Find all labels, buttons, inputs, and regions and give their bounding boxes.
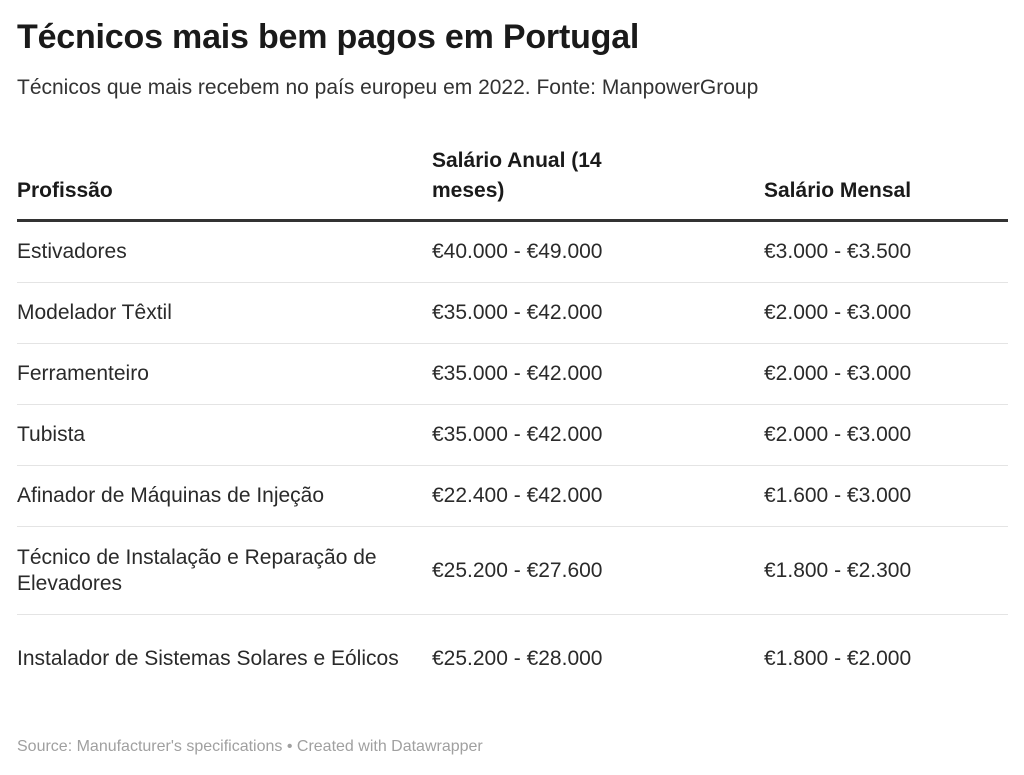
column-header-monthly-salary: Salário Mensal xyxy=(764,179,912,202)
chart-container: Técnicos mais bem pagos em Portugal Técn… xyxy=(17,0,1008,775)
profession-cell: Técnico de Instalação e Reparação de Ele… xyxy=(17,545,377,595)
table-row: Técnico de Instalação e Reparação de Ele… xyxy=(17,527,1008,615)
monthly-salary-cell: €1.600 - €3.000 xyxy=(764,484,912,507)
profession-cell: Afinador de Máquinas de Injeção xyxy=(17,484,325,507)
profession-cell: Estivadores xyxy=(17,240,127,263)
table-row: Tubista €35.000 - €42.000 €2.000 - €3.00… xyxy=(17,405,1008,466)
table-row: Afinador de Máquinas de Injeção €22.400 … xyxy=(17,466,1008,527)
profession-cell: Instalador de Sistemas Solares e Eólicos xyxy=(17,647,399,670)
table-row: Ferramenteiro €35.000 - €42.000 €2.000 -… xyxy=(17,344,1008,405)
monthly-salary-cell: €1.800 - €2.300 xyxy=(764,558,912,582)
monthly-salary-cell: €3.000 - €3.500 xyxy=(764,240,912,263)
column-header-profession: Profissão xyxy=(17,179,113,202)
annual-salary-cell: €25.200 - €27.600 xyxy=(432,558,603,582)
annual-salary-cell: €35.000 - €42.000 xyxy=(432,362,603,385)
annual-salary-cell: €40.000 - €49.000 xyxy=(432,240,603,263)
chart-subtitle: Técnicos que mais recebem no país europe… xyxy=(17,76,759,99)
annual-salary-cell: €22.400 - €42.000 xyxy=(432,484,603,507)
annual-salary-cell: €35.000 - €42.000 xyxy=(432,423,603,446)
table-header: Profissão Salário Anual (14 meses) Salár… xyxy=(17,142,1008,222)
profession-cell: Ferramenteiro xyxy=(17,362,149,385)
monthly-salary-cell: €2.000 - €3.000 xyxy=(764,301,912,324)
table-row: Estivadores €40.000 - €49.000 €3.000 - €… xyxy=(17,222,1008,283)
monthly-salary-cell: €2.000 - €3.000 xyxy=(764,362,912,385)
salary-table: Profissão Salário Anual (14 meses) Salár… xyxy=(17,142,1008,703)
annual-salary-cell: €25.200 - €28.000 xyxy=(432,647,603,670)
profession-cell: Modelador Têxtil xyxy=(17,301,172,324)
profession-cell: Tubista xyxy=(17,423,86,446)
monthly-salary-cell: €2.000 - €3.000 xyxy=(764,423,912,446)
table-row: Instalador de Sistemas Solares e Eólicos… xyxy=(17,615,1008,703)
annual-salary-cell: €35.000 - €42.000 xyxy=(432,301,603,324)
monthly-salary-cell: €1.800 - €2.000 xyxy=(764,647,912,670)
table-row: Modelador Têxtil €35.000 - €42.000 €2.00… xyxy=(17,283,1008,344)
chart-footer: Source: Manufacturer's specifications • … xyxy=(17,738,483,755)
chart-title: Técnicos mais bem pagos em Portugal xyxy=(17,18,640,56)
column-header-annual-salary: Salário Anual (14 meses) xyxy=(432,149,602,202)
